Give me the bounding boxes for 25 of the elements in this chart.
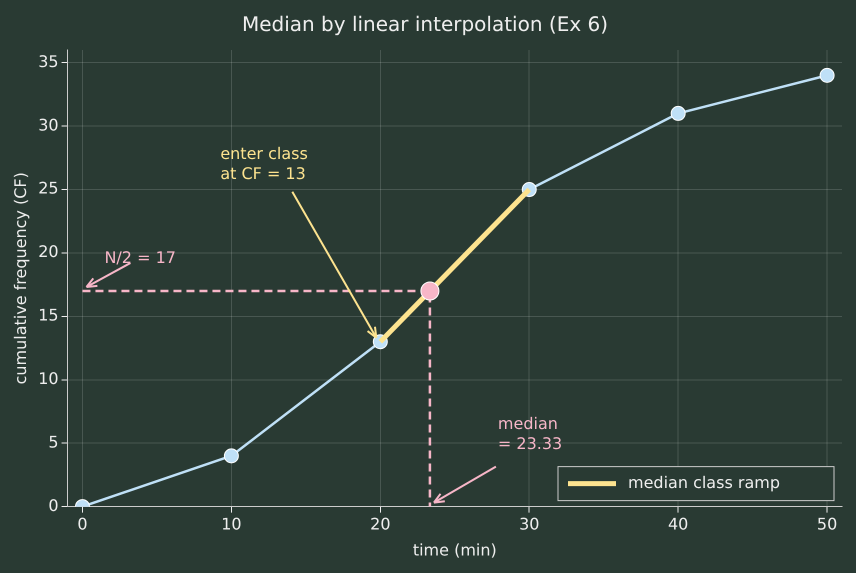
x-tick-label: 20 xyxy=(370,514,390,534)
point xyxy=(820,68,835,83)
x-tick-label: 40 xyxy=(668,514,688,534)
annotation: N/2 = 17 xyxy=(104,248,176,268)
y-tick-label: 0 xyxy=(48,496,59,515)
annotation: enter class at CF = 13 xyxy=(220,144,308,183)
y-axis-title: cumulative frequency (CF) xyxy=(10,172,30,384)
x-tick-label: 0 xyxy=(77,514,88,534)
y-tick-label: 20 xyxy=(38,242,59,262)
annotation: median = 23.33 xyxy=(498,414,562,453)
point xyxy=(670,106,686,121)
x-axis-title: time (min) xyxy=(412,540,497,560)
x-tick-label: 50 xyxy=(816,514,838,534)
y-tick-label: 35 xyxy=(38,52,59,71)
y-tick-label: 30 xyxy=(38,115,59,134)
point xyxy=(420,281,440,300)
y-tick-label: 5 xyxy=(48,432,59,452)
x-tick-label: 10 xyxy=(221,514,242,534)
legend-label: median class ramp xyxy=(628,472,780,492)
y-tick-label: 25 xyxy=(38,178,59,198)
y-tick-label: 10 xyxy=(38,368,59,388)
chart-title: Median by linear interpolation (Ex 6) xyxy=(242,12,608,36)
x-tick-label: 30 xyxy=(519,514,540,534)
point xyxy=(224,448,239,464)
y-tick-label: 15 xyxy=(38,306,59,325)
